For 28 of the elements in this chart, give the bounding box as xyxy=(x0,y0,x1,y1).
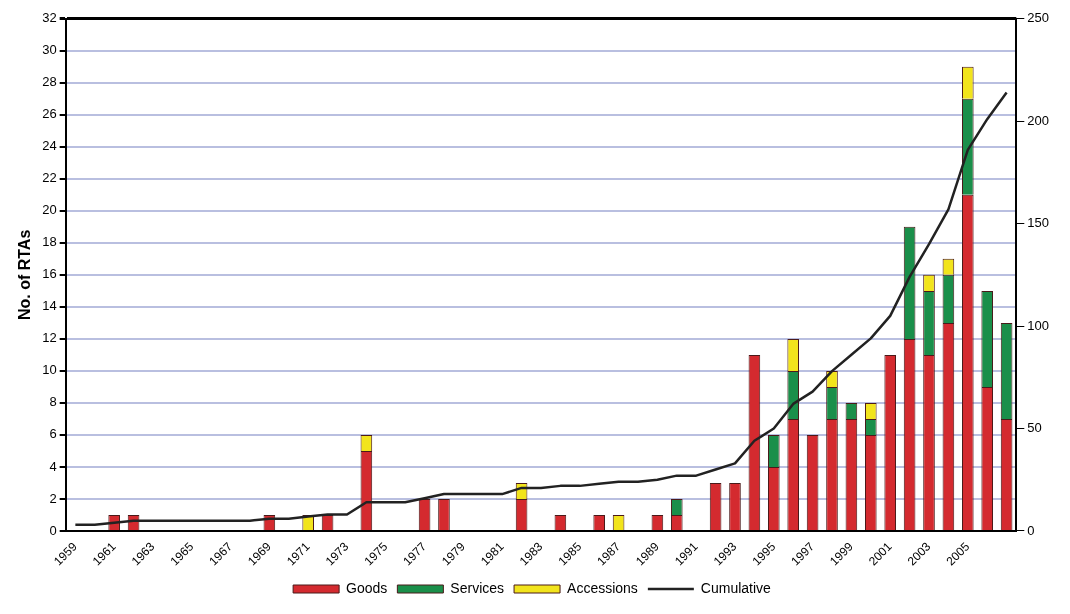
y-tick-label: 26 xyxy=(42,106,57,122)
y-tick-label: 30 xyxy=(42,42,57,58)
y-tick-label: 18 xyxy=(42,234,57,250)
y2-tick-label: 100 xyxy=(1027,317,1050,333)
y-tick-label: 22 xyxy=(42,170,57,186)
y-tick-label: 14 xyxy=(42,298,57,314)
y-tick-label: 12 xyxy=(42,330,57,346)
y-tick-label: 16 xyxy=(42,266,57,282)
y-tick-label: 6 xyxy=(49,426,57,442)
legend-label: Goods xyxy=(346,579,388,596)
y2-tick-label: 0 xyxy=(1027,522,1035,538)
y-tick-label: 8 xyxy=(49,394,57,410)
y-axis-title: No. of RTAs xyxy=(16,229,34,321)
legend-label: Accessions xyxy=(567,579,638,596)
y2-tick-label: 150 xyxy=(1027,215,1050,231)
y2-tick-label: 250 xyxy=(1027,10,1050,26)
legend-label: Services xyxy=(450,579,505,596)
y-tick-label: 2 xyxy=(49,490,57,506)
y-tick-label: 0 xyxy=(49,522,57,538)
y-tick-label: 24 xyxy=(42,138,57,154)
y-tick-label: 10 xyxy=(42,362,57,378)
y-tick-label: 20 xyxy=(42,202,57,218)
legend-label: Cumulative xyxy=(700,579,772,596)
y2-tick-label: 200 xyxy=(1027,112,1050,128)
y2-tick-label: 50 xyxy=(1027,420,1042,436)
y-tick-label: 4 xyxy=(49,458,57,474)
y-tick-label: 32 xyxy=(42,10,57,26)
y-tick-label: 28 xyxy=(42,74,57,90)
